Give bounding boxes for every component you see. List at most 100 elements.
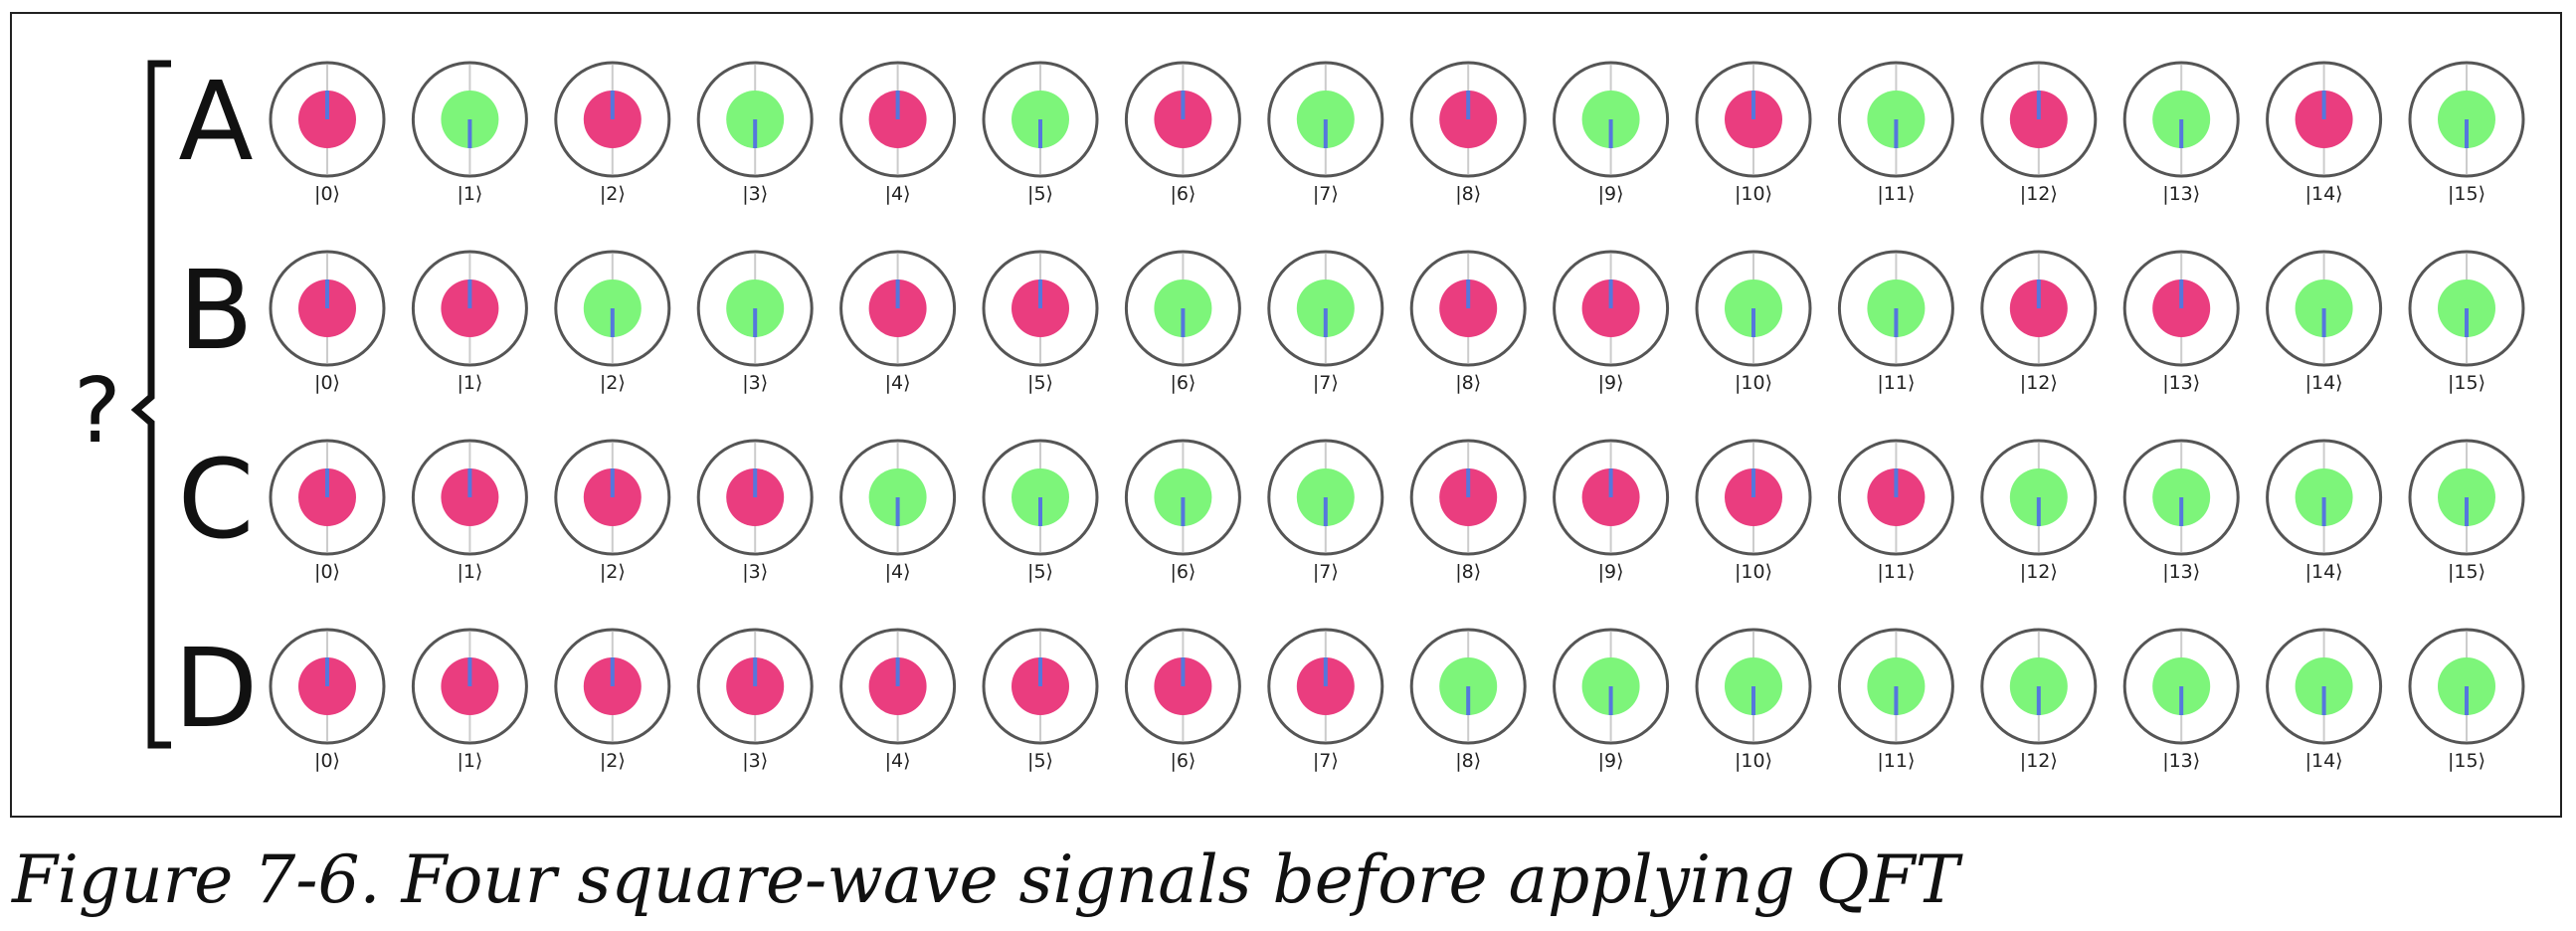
state-label: |10⟩ (1735, 183, 1772, 205)
amplitude-circle: |2⟩ (554, 628, 671, 772)
amplitude-circle: |10⟩ (1695, 61, 1812, 205)
amplitude-circle: |6⟩ (1124, 250, 1241, 394)
state-label: |13⟩ (2162, 183, 2200, 205)
row-d: D |0⟩ |1⟩ |2⟩ |3⟩ |4⟩ |5⟩ |6⟩ |7⟩ |8⟩ |9⟩ |10⟩ |11⟩ |… (174, 625, 2525, 772)
amplitude-circle: |4⟩ (839, 439, 957, 583)
state-label: |6⟩ (1170, 561, 1196, 583)
amplitude-circle: |11⟩ (1837, 439, 1954, 583)
amplitude-circle: |15⟩ (2408, 439, 2525, 583)
amplitude-circle: |5⟩ (982, 61, 1099, 205)
state-label: |6⟩ (1170, 372, 1196, 394)
amplitude-circle: |3⟩ (696, 439, 814, 583)
rows: A |0⟩ |1⟩ |2⟩ |3⟩ |4⟩ |5⟩ |6⟩ |7⟩ |8⟩ |9⟩ |10⟩ |11⟩ |… (174, 58, 2525, 772)
state-label: |3⟩ (742, 750, 768, 772)
state-label: |7⟩ (1313, 372, 1339, 394)
state-label: |2⟩ (600, 372, 626, 394)
amplitude-circle: |14⟩ (2266, 61, 2383, 205)
state-label: |1⟩ (457, 561, 482, 583)
state-label: |3⟩ (742, 561, 768, 583)
magnitude-ring (1267, 250, 1384, 367)
state-label: |9⟩ (1598, 183, 1624, 205)
amplitude-circle: |0⟩ (269, 439, 386, 583)
state-label: |12⟩ (2020, 561, 2058, 583)
state-label: |11⟩ (1877, 372, 1915, 394)
state-label: |6⟩ (1170, 183, 1196, 205)
magnitude-ring (696, 439, 814, 556)
state-label: |5⟩ (1027, 372, 1053, 394)
magnitude-ring (1553, 628, 1670, 745)
magnitude-ring (982, 628, 1099, 745)
state-label: |11⟩ (1877, 750, 1915, 772)
magnitude-ring (696, 250, 814, 367)
state-label: |12⟩ (2020, 372, 2058, 394)
magnitude-ring (2408, 439, 2525, 556)
amplitude-circle: |2⟩ (554, 439, 671, 583)
magnitude-ring (1409, 61, 1527, 178)
magnitude-ring (982, 61, 1099, 178)
magnitude-ring (982, 439, 1099, 556)
amplitude-circle: |0⟩ (269, 250, 386, 394)
magnitude-ring (2122, 250, 2240, 367)
amplitude-circle: |10⟩ (1695, 628, 1812, 772)
amplitude-circle: |6⟩ (1124, 439, 1241, 583)
amplitude-circle: |11⟩ (1837, 628, 1954, 772)
state-label: |0⟩ (314, 561, 340, 583)
magnitude-ring (1124, 439, 1241, 556)
state-label: |1⟩ (457, 372, 482, 394)
magnitude-ring (2408, 250, 2525, 367)
amplitude-circle: |12⟩ (1980, 250, 2098, 394)
amplitude-circle: |8⟩ (1409, 250, 1527, 394)
magnitude-ring (269, 61, 386, 178)
amplitude-circle: |14⟩ (2266, 628, 2383, 772)
magnitude-ring (411, 628, 528, 745)
state-label: |14⟩ (2305, 561, 2343, 583)
state-label: |4⟩ (885, 750, 911, 772)
magnitude-ring (1553, 61, 1670, 178)
magnitude-ring (1837, 61, 1954, 178)
amplitude-circle: |12⟩ (1980, 628, 2098, 772)
magnitude-ring (554, 250, 671, 367)
state-label: |9⟩ (1598, 561, 1624, 583)
state-label: |11⟩ (1877, 561, 1915, 583)
amplitude-circle: |4⟩ (839, 250, 957, 394)
state-label: |12⟩ (2020, 750, 2058, 772)
amplitude-circle: |5⟩ (982, 250, 1099, 394)
state-label: |8⟩ (1455, 561, 1481, 583)
magnitude-ring (269, 250, 386, 367)
amplitude-circle: |3⟩ (696, 628, 814, 772)
amplitude-circle: |0⟩ (269, 628, 386, 772)
row-b: B |0⟩ |1⟩ |2⟩ |3⟩ |4⟩ |5⟩ |6⟩ |7⟩ |8⟩ |9⟩ |10⟩ |11⟩ |… (178, 247, 2525, 394)
amplitude-circle: |13⟩ (2122, 439, 2240, 583)
state-label: |1⟩ (457, 750, 482, 772)
state-label: |7⟩ (1313, 183, 1339, 205)
magnitude-ring (1267, 628, 1384, 745)
magnitude-ring (1695, 439, 1812, 556)
magnitude-ring (696, 61, 814, 178)
figure-frame: ? A |0⟩ |1⟩ |2⟩ |3⟩ |4⟩ |5⟩ |6⟩ |7⟩ |8⟩ |9⟩ |10⟩ |11… (10, 12, 2562, 818)
state-label: |8⟩ (1455, 372, 1481, 394)
row-label: C (178, 436, 255, 563)
state-label: |2⟩ (600, 750, 626, 772)
magnitude-ring (2122, 439, 2240, 556)
magnitude-ring (1695, 61, 1812, 178)
amplitude-circle: |7⟩ (1267, 61, 1384, 205)
state-label: |9⟩ (1598, 372, 1624, 394)
magnitude-ring (1980, 439, 2098, 556)
figure-caption: Figure 7-6. Four square-wave signals bef… (12, 841, 1959, 918)
magnitude-ring (1553, 250, 1670, 367)
amplitude-circle: |1⟩ (411, 439, 528, 583)
state-label: |4⟩ (885, 561, 911, 583)
magnitude-ring (1695, 628, 1812, 745)
amplitude-circle: |2⟩ (554, 250, 671, 394)
state-label: |2⟩ (600, 561, 626, 583)
magnitude-ring (1409, 439, 1527, 556)
magnitude-ring (1837, 439, 1954, 556)
state-label: |2⟩ (600, 183, 626, 205)
state-label: |13⟩ (2162, 561, 2200, 583)
magnitude-ring (411, 439, 528, 556)
amplitude-circle: |3⟩ (696, 250, 814, 394)
state-label: |12⟩ (2020, 183, 2058, 205)
left-brace (130, 60, 171, 749)
state-label: |10⟩ (1735, 561, 1772, 583)
magnitude-ring (2266, 628, 2383, 745)
